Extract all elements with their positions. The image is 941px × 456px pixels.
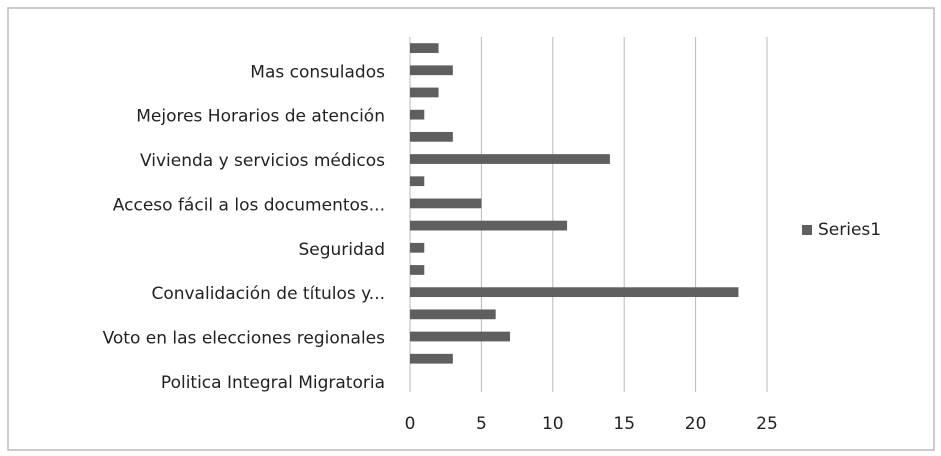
y-tick-label: Politica Integral Migratoria — [161, 373, 385, 393]
legend-swatch — [802, 225, 812, 235]
x-tick-label: 0 — [405, 414, 416, 434]
y-tick-label: Mejores Horarios de atención — [136, 107, 385, 127]
bar — [410, 65, 453, 76]
bar — [410, 309, 496, 320]
x-tick-label: 25 — [756, 414, 778, 434]
x-tick-label: 20 — [685, 414, 707, 434]
x-tick-label: 10 — [542, 414, 564, 434]
bar — [410, 109, 425, 120]
bar — [410, 198, 482, 209]
bar — [410, 353, 453, 364]
y-tick-label: Convalidación de títulos y... — [151, 284, 385, 304]
y-tick-label: Vivienda y servicios médicos — [140, 151, 385, 171]
bar — [410, 176, 425, 187]
legend-label: Series1 — [818, 220, 881, 240]
bar — [410, 154, 610, 164]
bar — [410, 220, 568, 231]
y-tick-label: Voto en las elecciones regionales — [103, 329, 386, 349]
bar — [410, 87, 439, 98]
x-tick-label: 15 — [613, 414, 635, 434]
y-tick-label: Acceso fácil a los documentos... — [113, 195, 385, 215]
y-tick-label: Mas consulados — [250, 62, 385, 82]
bar — [410, 242, 425, 253]
x-tick-label: 5 — [476, 414, 487, 434]
bar — [410, 131, 453, 142]
y-tick-label: Seguridad — [298, 240, 385, 260]
bar — [410, 43, 439, 53]
bar — [410, 287, 739, 298]
bar — [410, 331, 510, 342]
bar — [410, 265, 425, 275]
